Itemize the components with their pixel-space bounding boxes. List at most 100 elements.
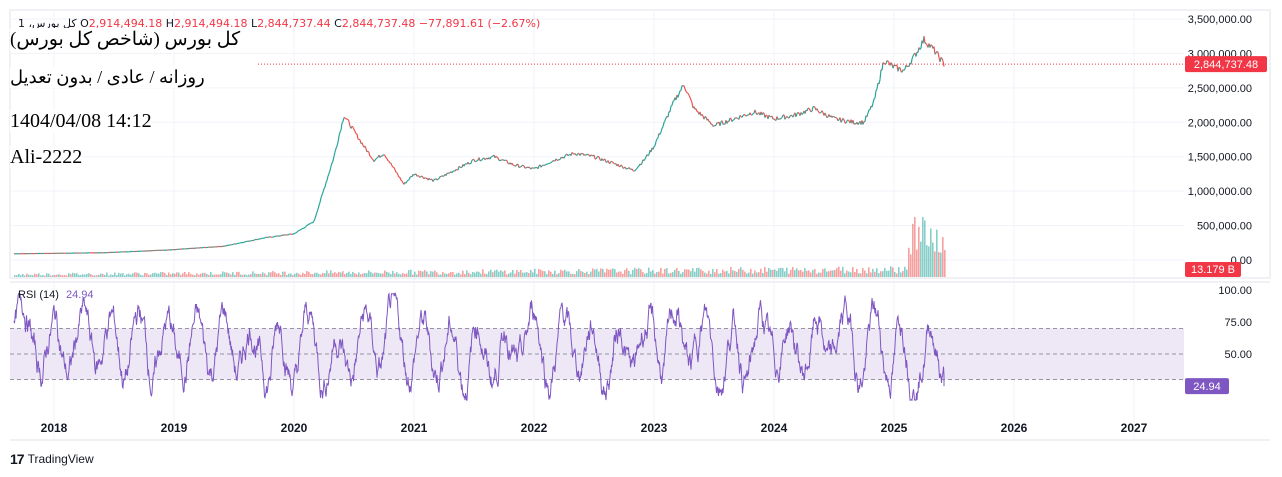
volume-bar: [818, 272, 820, 277]
price-segment: [620, 164, 623, 167]
price-segment: [447, 172, 450, 174]
volume-bar: [546, 274, 548, 277]
time-tick-label: 2021: [401, 421, 428, 435]
volume-bar: [64, 275, 66, 277]
volume-bar: [216, 274, 218, 277]
price-segment: [813, 106, 816, 108]
price-segment: [621, 165, 624, 169]
volume-bar: [762, 273, 764, 277]
price-segment: [353, 129, 356, 132]
price-segment: [551, 160, 554, 163]
open-label: O: [80, 17, 89, 30]
price-segment: [419, 176, 422, 178]
volume-bar: [340, 272, 342, 277]
price-segment: [280, 234, 283, 237]
volume-bar: [142, 275, 144, 277]
volume-bar: [928, 246, 930, 277]
volume-bar: [624, 270, 626, 277]
price-segment: [930, 44, 933, 47]
price-segment: [741, 115, 744, 118]
volume-bar: [634, 267, 636, 277]
price-segment: [821, 110, 824, 113]
volume-bar: [308, 271, 310, 277]
price-segment: [337, 136, 340, 143]
volume-bar: [526, 272, 528, 277]
volume-bar: [668, 273, 670, 277]
price-segment: [527, 166, 530, 169]
price-segment: [412, 173, 415, 176]
price-segment: [911, 55, 914, 60]
volume-bar: [342, 271, 344, 277]
volume-bar: [106, 272, 108, 277]
volume-bar: [798, 270, 800, 277]
volume-bar: [864, 270, 866, 277]
volume-bar: [192, 274, 194, 277]
price-segment: [604, 158, 607, 163]
volume-bar: [746, 273, 748, 277]
volume-bar: [462, 270, 464, 277]
volume-bar: [914, 217, 916, 277]
volume-bar: [742, 269, 744, 277]
volume-bar: [70, 274, 72, 277]
volume-bar: [344, 274, 346, 277]
volume-bar: [602, 268, 604, 277]
price-segment: [680, 85, 683, 91]
volume-bar: [406, 273, 408, 277]
volume-bar: [130, 274, 132, 277]
volume-bar: [814, 268, 816, 277]
volume-bar: [102, 273, 104, 277]
volume-bar: [348, 271, 350, 277]
volume-bar: [224, 272, 226, 277]
price-segment: [749, 112, 752, 116]
volume-bar: [54, 274, 56, 277]
volume-bar: [664, 268, 666, 277]
volume-bar: [918, 226, 920, 277]
volume-bar: [196, 273, 198, 277]
volume-bar: [436, 272, 438, 277]
price-segment: [381, 154, 384, 157]
volume-bar: [408, 270, 410, 277]
price-segment: [463, 163, 466, 167]
volume-bar: [606, 268, 608, 277]
volume-bar: [810, 272, 812, 277]
price-segment: [746, 114, 749, 117]
volume-bar: [110, 274, 112, 277]
price-segment: [390, 162, 393, 167]
price-segment: [899, 67, 902, 72]
volume-bar: [378, 273, 380, 277]
volume-bar: [476, 271, 478, 277]
volume-bar: [884, 267, 886, 277]
tradingview-brand[interactable]: 17 TradingView: [10, 451, 94, 467]
volume-bar: [856, 268, 858, 277]
price-segment: [777, 118, 780, 120]
volume-bar: [334, 272, 336, 277]
price-segment: [671, 101, 674, 106]
volume-bar: [118, 272, 120, 277]
volume-bar: [480, 273, 482, 277]
price-segment: [359, 139, 362, 144]
volume-bar: [510, 272, 512, 277]
volume-bar: [582, 271, 584, 277]
volume-bar: [416, 274, 418, 277]
volume-bar: [724, 271, 726, 277]
volume-bar: [354, 273, 356, 277]
volume-bar: [736, 271, 738, 277]
price-segment: [416, 175, 419, 177]
volume-bar: [358, 272, 360, 277]
low-label: L: [251, 17, 258, 30]
volume-bar: [760, 268, 762, 277]
volume-bar: [710, 273, 712, 277]
volume-bar: [174, 273, 176, 277]
price-segment: [502, 159, 505, 161]
volume-bar: [48, 273, 50, 277]
volume-bar: [40, 275, 42, 277]
price-segment: [834, 116, 837, 119]
price-segment: [756, 113, 759, 116]
volume-bar: [404, 274, 406, 277]
volume-bar: [756, 272, 758, 277]
price-segment: [587, 153, 590, 156]
price-segment: [336, 142, 339, 147]
price-segment: [260, 237, 263, 240]
price-segment: [792, 114, 795, 118]
